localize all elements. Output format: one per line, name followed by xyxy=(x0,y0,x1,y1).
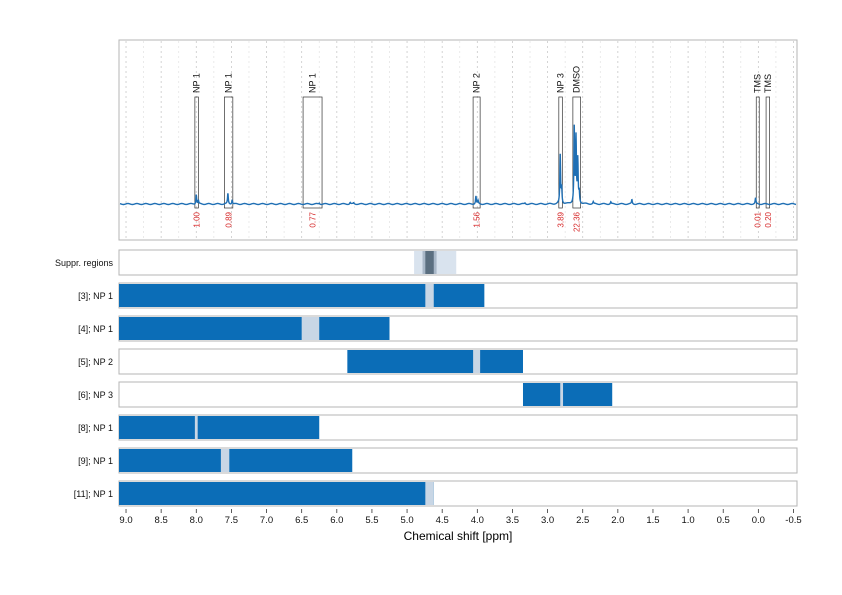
region-label: NP 1 xyxy=(192,73,202,93)
region-label: NP 1 xyxy=(308,73,318,93)
integration-regions xyxy=(194,96,770,209)
x-axis: 9.0 8.5 8.0 7.5 7.0 6.5 6.0 5.5 5.0 4.5 4.0 3.5 3.0 2… xyxy=(119,509,802,526)
region-integral: 0.89 xyxy=(225,211,234,227)
integration-region-box xyxy=(572,96,581,209)
x-tick-label: 5.0 xyxy=(400,515,413,526)
range-gap xyxy=(473,350,481,373)
region-integral: 0.01 xyxy=(754,211,763,227)
x-tick-label: 0.0 xyxy=(752,515,765,526)
region-integral: 1.56 xyxy=(473,211,482,227)
x-tick-label: 4.0 xyxy=(471,515,484,526)
x-tick-label: 6.5 xyxy=(295,515,308,526)
x-tick-label: 1.5 xyxy=(646,515,659,526)
range-gap xyxy=(425,482,434,505)
x-tick-label: 0.5 xyxy=(717,515,730,526)
region-label: TMS xyxy=(763,74,773,93)
x-tick-label: 7.0 xyxy=(260,515,273,526)
range-rows-panel: Suppr. regions [3]; NP 1 [4]; NP 1 [5]; NP … xyxy=(55,249,798,507)
x-tick-label: 6.0 xyxy=(330,515,343,526)
integration-region-box xyxy=(765,96,770,209)
x-tick-label: 2.0 xyxy=(611,515,624,526)
integration-region-box xyxy=(224,96,234,209)
region-label: TMS xyxy=(753,74,763,93)
x-tick-label: 8.0 xyxy=(190,515,203,526)
integration-region-box xyxy=(472,96,481,209)
range-row: [11]; NP 1 xyxy=(74,480,798,507)
range-row-label: [5]; NP 2 xyxy=(78,357,113,367)
region-integral: 0.20 xyxy=(764,211,773,227)
range-bar xyxy=(119,317,390,340)
spectrum-grid xyxy=(125,41,794,239)
range-row: [9]; NP 1 xyxy=(78,447,798,474)
region-label: NP 1 xyxy=(224,73,234,93)
range-gap xyxy=(194,416,198,439)
range-row: [3]; NP 1 xyxy=(78,282,798,309)
range-row-label: [9]; NP 1 xyxy=(78,456,113,466)
range-gap xyxy=(560,383,564,406)
range-bar xyxy=(522,383,613,406)
x-tick-label: 9.0 xyxy=(119,515,132,526)
region-label: NP 3 xyxy=(556,73,566,93)
range-row: [5]; NP 2 xyxy=(78,348,798,375)
range-row-label: [6]; NP 3 xyxy=(78,390,113,400)
range-row-label: [3]; NP 1 xyxy=(78,291,113,301)
suppression-region-core xyxy=(425,251,434,274)
range-row: [6]; NP 3 xyxy=(78,381,798,408)
integration-region-box xyxy=(558,96,563,209)
x-tick-label: 8.5 xyxy=(155,515,168,526)
region-labels: NP 1 1.00 NP 1 0.89 NP 1 0.77 NP 2 1.56 NP 3 3.89… xyxy=(192,66,773,232)
range-bar xyxy=(119,284,485,307)
range-row-frame xyxy=(118,381,798,408)
range-gap xyxy=(425,284,434,307)
range-gap xyxy=(220,449,230,472)
integration-region-box xyxy=(755,96,760,209)
range-row-label: [11]; NP 1 xyxy=(74,489,113,499)
x-tick-label: -0.5 xyxy=(785,515,801,526)
region-integral: 1.00 xyxy=(193,211,202,227)
range-bar xyxy=(119,449,353,472)
x-tick-label: 2.5 xyxy=(576,515,589,526)
spectrum-plot-frame xyxy=(118,39,798,241)
range-row: [4]; NP 1 xyxy=(78,315,798,342)
region-integral: 0.77 xyxy=(309,211,318,227)
range-bar xyxy=(119,482,434,505)
range-row-label: [8]; NP 1 xyxy=(78,423,113,433)
range-gap xyxy=(301,317,320,340)
range-bar xyxy=(119,416,320,439)
region-label: NP 2 xyxy=(472,73,482,93)
x-tick-label: 3.5 xyxy=(506,515,519,526)
region-label: DMSO xyxy=(572,66,582,93)
integration-region-box xyxy=(302,96,323,209)
range-row: Suppr. regions xyxy=(55,249,798,276)
range-bar xyxy=(347,350,523,373)
range-row-label: [4]; NP 1 xyxy=(78,324,113,334)
x-tick-label: 3.0 xyxy=(541,515,554,526)
x-tick-label: 4.5 xyxy=(436,515,449,526)
x-axis-title: Chemical shift [ppm] xyxy=(404,529,513,543)
region-integral: 22.36 xyxy=(573,211,582,232)
range-row-label: Suppr. regions xyxy=(55,258,114,268)
x-tick-label: 7.5 xyxy=(225,515,238,526)
range-row-frame xyxy=(118,249,798,276)
region-integral: 3.89 xyxy=(557,211,566,227)
range-row: [8]; NP 1 xyxy=(78,414,798,441)
integration-region-box xyxy=(194,96,199,209)
x-tick-label: 1.0 xyxy=(681,515,694,526)
spectrum-panel: NP 1 1.00 NP 1 0.89 NP 1 0.77 NP 2 1.56 NP 3 3.89… xyxy=(118,39,798,241)
x-tick-label: 5.5 xyxy=(365,515,378,526)
spectrum-line xyxy=(119,124,797,206)
